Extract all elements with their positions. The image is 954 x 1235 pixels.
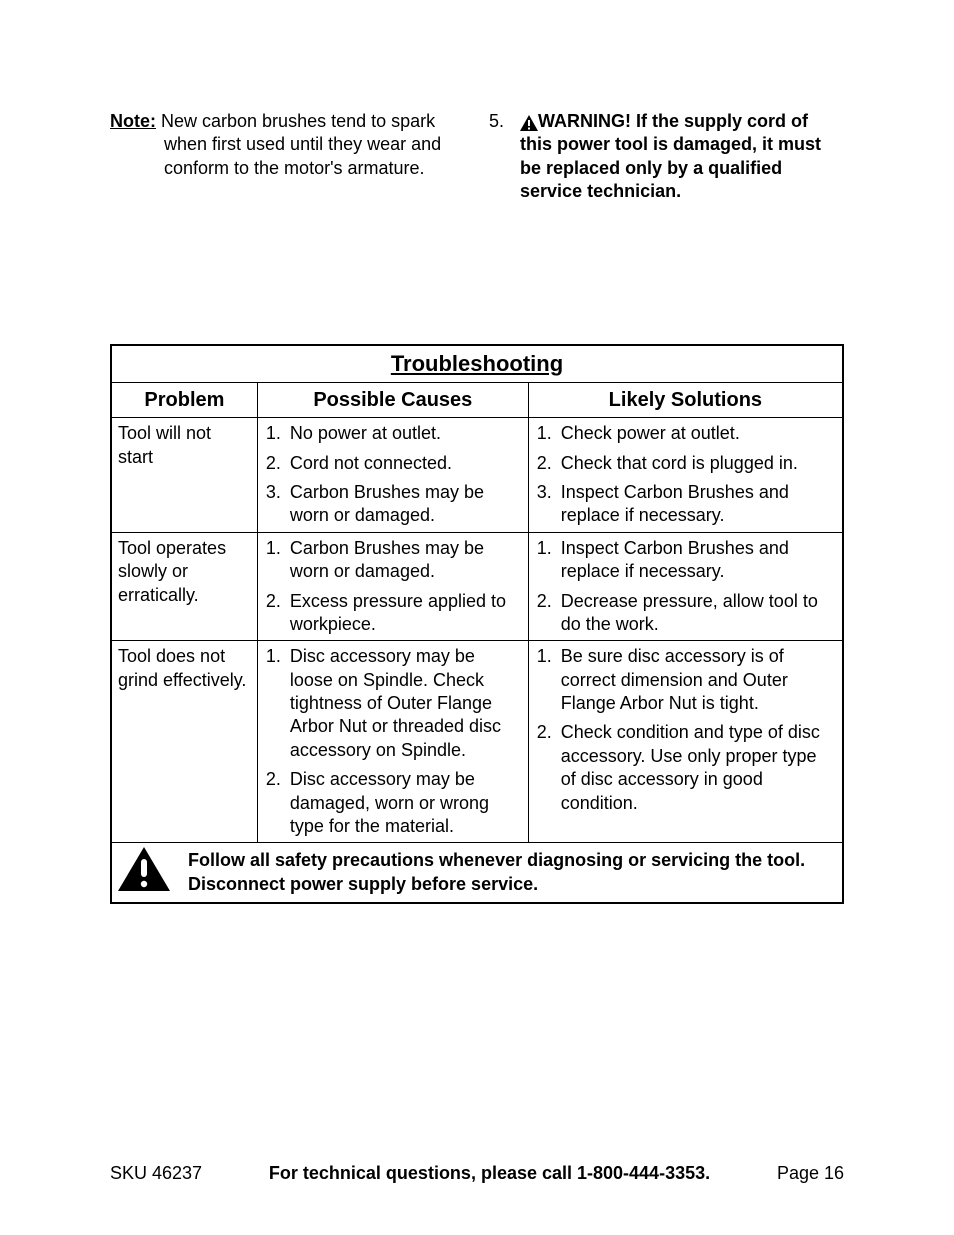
cause-item: Disc accessory may be loose on Spindle. … (286, 645, 522, 762)
note-block: Note: New carbon brushes tend to spark w… (110, 110, 465, 204)
troubleshooting-table: Troubleshooting Problem Possible Causes … (110, 344, 844, 904)
manual-page: Note: New carbon brushes tend to spark w… (0, 0, 954, 1235)
header-solutions: Likely Solutions (528, 383, 843, 418)
table-row: Tool does not grind effectively. Disc ac… (111, 641, 843, 843)
solution-item: Check power at outlet. (557, 422, 836, 445)
table-row: Tool operates slowly or erratically. Car… (111, 532, 843, 641)
warning-label: WARNING! (538, 111, 631, 131)
solutions-cell: Check power at outlet. Check that cord i… (528, 418, 843, 533)
header-causes: Possible Causes (257, 383, 528, 418)
note-label: Note: (110, 111, 156, 131)
solution-item: Check condition and type of disc accesso… (557, 721, 836, 815)
solution-item: Be sure disc accessory is of correct dim… (557, 645, 836, 715)
problem-cell: Tool does not grind effectively. (111, 641, 257, 843)
table-row: Tool will not start No power at outlet. … (111, 418, 843, 533)
page-footer: SKU 46237 For technical questions, pleas… (110, 1162, 844, 1185)
footer-contact: For technical questions, please call 1-8… (269, 1162, 710, 1185)
solution-item: Check that cord is plugged in. (557, 452, 836, 475)
problem-cell: Tool operates slowly or erratically. (111, 532, 257, 641)
cause-item: Cord not connected. (286, 452, 522, 475)
solution-item: Inspect Carbon Brushes and replace if ne… (557, 481, 836, 528)
header-problem: Problem (111, 383, 257, 418)
solutions-cell: Be sure disc accessory is of correct dim… (528, 641, 843, 843)
caution-icon (118, 847, 170, 897)
warning-block: 5. WARNING! If the supply cord of this p… (489, 110, 844, 204)
problem-cell: Tool will not start (111, 418, 257, 533)
causes-cell: Carbon Brushes may be worn or damaged. E… (257, 532, 528, 641)
solutions-cell: Inspect Carbon Brushes and replace if ne… (528, 532, 843, 641)
causes-cell: Disc accessory may be loose on Spindle. … (257, 641, 528, 843)
solution-item: Inspect Carbon Brushes and replace if ne… (557, 537, 836, 584)
table-footer-text: Follow all safety precautions whenever d… (188, 849, 836, 896)
top-columns: Note: New carbon brushes tend to spark w… (110, 110, 844, 204)
cause-item: No power at outlet. (286, 422, 522, 445)
cause-item: Excess pressure applied to workpiece. (286, 590, 522, 637)
footer-page-number: Page 16 (777, 1162, 844, 1185)
cause-item: Disc accessory may be damaged, worn or w… (286, 768, 522, 838)
cause-item: Carbon Brushes may be worn or damaged. (286, 481, 522, 528)
cause-item: Carbon Brushes may be worn or damaged. (286, 537, 522, 584)
table-footer-row: Follow all safety precautions whenever d… (111, 843, 843, 903)
note-text: New carbon brushes tend to spark when fi… (156, 111, 441, 178)
table-title: Troubleshooting (111, 345, 843, 383)
solution-item: Decrease pressure, allow tool to do the … (557, 590, 836, 637)
causes-cell: No power at outlet. Cord not connected. … (257, 418, 528, 533)
warning-number: 5. (489, 110, 504, 204)
warning-icon (520, 115, 538, 131)
footer-sku: SKU 46237 (110, 1162, 202, 1185)
